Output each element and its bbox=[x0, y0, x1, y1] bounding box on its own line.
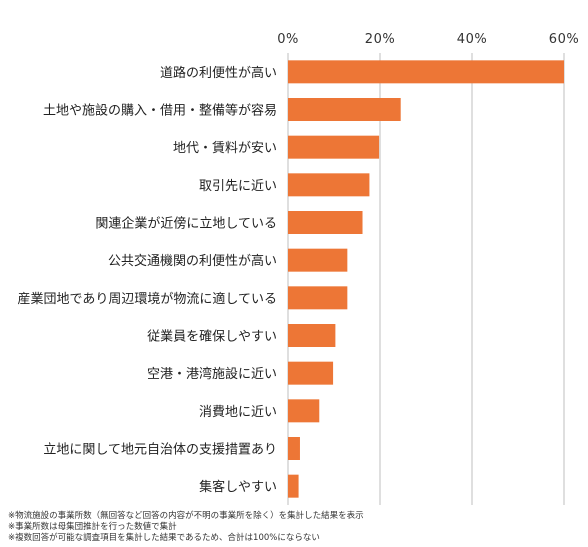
footnote-2: ※事業所数は母集団推計を行った数値で集計 bbox=[8, 522, 177, 532]
bars bbox=[288, 60, 564, 498]
category-label: 集客しやすい bbox=[199, 479, 277, 495]
x-tick-label: 20% bbox=[365, 32, 395, 47]
category-label: 道路の利便性が高い bbox=[160, 65, 277, 81]
x-tick-label: 40% bbox=[457, 32, 487, 47]
bar bbox=[288, 437, 300, 460]
x-axis-ticks: 0% 20% 40% 60% bbox=[277, 32, 579, 47]
bar bbox=[288, 248, 348, 272]
bar bbox=[288, 286, 348, 310]
category-labels: 道路の利便性が高い土地や施設の購入・借用・整備等が容易地代・賃料が安い取引先に近… bbox=[18, 65, 277, 495]
category-label: 産業団地であり周辺環境が物流に適している bbox=[18, 291, 277, 307]
bar bbox=[288, 98, 401, 121]
category-label: 空港・港湾施設に近い bbox=[147, 366, 277, 382]
category-label: 地代・賃料が安い bbox=[173, 141, 277, 156]
category-label: 消費地に近い bbox=[199, 405, 277, 420]
category-label: 立地に関して地元自治体の支援措置あり bbox=[43, 443, 277, 458]
x-tick-label: 0% bbox=[277, 32, 299, 47]
bar bbox=[288, 399, 320, 423]
category-label: 土地や施設の購入・借用・整備等が容易 bbox=[43, 103, 277, 119]
footnote-1: ※物流施設の事業所数（無回答など回答の内容が不明の事業所を除く）を集計した結果を… bbox=[8, 511, 364, 521]
bar bbox=[288, 211, 363, 234]
gridlines bbox=[287, 53, 565, 505]
bar bbox=[288, 361, 334, 385]
bar bbox=[288, 135, 380, 159]
bar bbox=[288, 474, 299, 498]
footnote-3: ※複数回答が可能な調査項目を集計した結果であるため、合計は100%にならない bbox=[8, 533, 320, 543]
category-label: 関連企業が近傍に立地している bbox=[95, 216, 277, 232]
x-tick-label: 60% bbox=[549, 32, 579, 47]
bar bbox=[288, 173, 370, 197]
category-label: 取引先に近い bbox=[199, 179, 277, 194]
bar bbox=[288, 324, 336, 347]
category-label: 公共交通機関の利便性が高い bbox=[108, 253, 277, 269]
category-label: 従業員を確保しやすい bbox=[147, 329, 277, 345]
bar bbox=[288, 60, 564, 84]
